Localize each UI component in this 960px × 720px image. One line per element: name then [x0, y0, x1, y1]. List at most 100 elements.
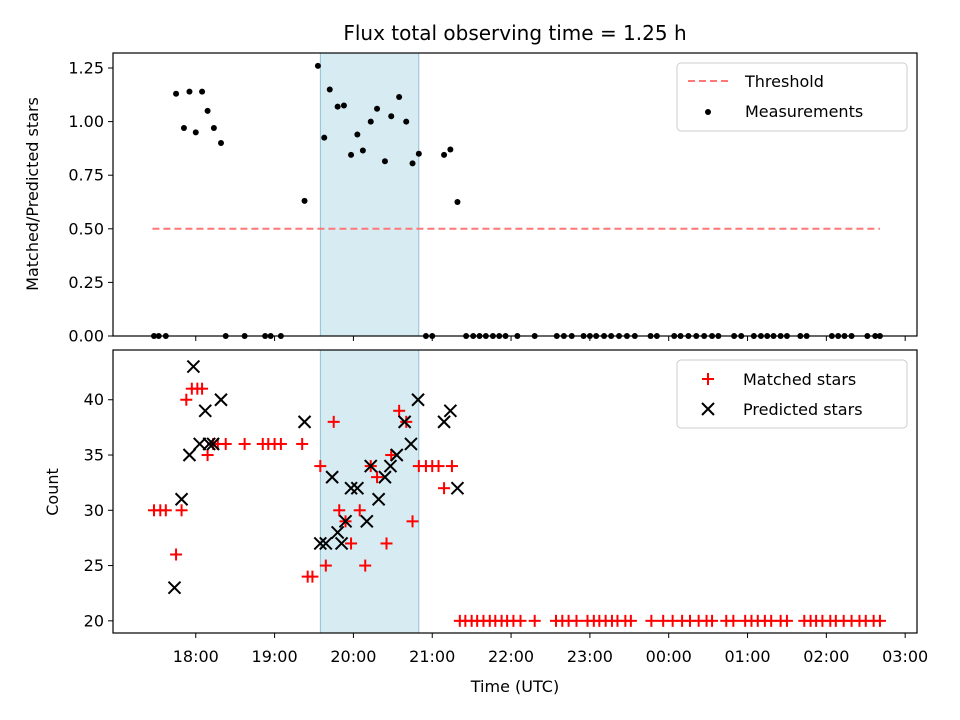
measurement-point: [321, 134, 328, 141]
measurement-point: [359, 147, 366, 154]
predicted-star-point: [338, 514, 353, 529]
matched-star-point: [380, 537, 393, 550]
bottom-ytick-label: 25: [84, 556, 104, 575]
matched-star-point: [319, 559, 332, 572]
measurement-point: [186, 88, 193, 95]
measurement-point: [454, 199, 461, 206]
predicted-star-point: [206, 437, 220, 451]
measurement-point: [217, 140, 224, 147]
predicted-star-point: [174, 492, 189, 506]
observing-span: [319, 349, 420, 634]
legend-predicted-label: Predicted stars: [743, 400, 863, 419]
predicted-star-point: [443, 404, 458, 418]
predicted-star-point: [214, 393, 228, 407]
measurement-point: [447, 146, 454, 153]
matched-star-point: [333, 504, 346, 517]
matched-star-point: [170, 548, 183, 561]
predicted-star-point: [202, 437, 216, 451]
measurement-point: [314, 62, 321, 69]
matched-star-point: [359, 559, 372, 572]
measurement-point: [192, 129, 199, 136]
measurement-point: [403, 118, 410, 125]
matched-star-point: [180, 393, 193, 406]
matched-star-point: [159, 504, 172, 517]
bottom-legend: Matched stars Predicted stars: [676, 359, 908, 429]
measurement-point: [340, 102, 347, 109]
measurement-point: [173, 90, 180, 97]
top-y-axis-label: Matched/Predicted stars: [23, 97, 42, 291]
bottom-xtick-label: 02:00: [803, 647, 849, 666]
predicted-star-point: [319, 536, 333, 551]
matched-star-point: [345, 537, 358, 550]
predicted-star-point: [344, 481, 358, 495]
top-axes-frame: [112, 52, 918, 337]
bottom-xtick-label: 20:00: [330, 647, 376, 666]
predicted-star-point: [167, 580, 182, 595]
bottom-panel: 20 25 30 35 40 18:00 19:00 20:00 21:00 22:00 23:0…: [43, 349, 928, 696]
bottom-ytick-label: 30: [84, 501, 104, 520]
predicted-star-point: [186, 359, 201, 374]
matched-star-point: [327, 415, 340, 428]
top-ytick-label: 0.50: [68, 219, 104, 238]
measurement-point: [354, 131, 361, 138]
predicted-star-point: [411, 393, 425, 407]
top-panel: Flux total observing time = 1.25 h 0.00 0…: [23, 21, 918, 346]
legend-threshold-label: Threshold: [744, 72, 824, 91]
matched-star-point: [274, 437, 287, 450]
measurement-point: [204, 107, 211, 114]
matched-star-point: [201, 449, 214, 462]
matched-star-point: [727, 614, 740, 627]
matched-star-point: [238, 437, 251, 450]
predicted-star-point: [397, 415, 412, 429]
predicted-star-point: [198, 404, 212, 418]
measurement-point: [199, 88, 206, 95]
top-ytick-label: 1.25: [68, 59, 104, 78]
matched-star-point: [570, 614, 583, 627]
matched-star-point: [219, 437, 232, 450]
bottom-xtick-label: 00:00: [646, 647, 692, 666]
bottom-xtick-label: 22:00: [488, 647, 534, 666]
matched-star-point: [406, 515, 419, 528]
bottom-axes-frame: [112, 349, 918, 634]
matched-star-point: [296, 437, 309, 450]
matched-star-point: [438, 482, 451, 495]
measurement-point: [367, 118, 374, 125]
matched-star-point: [432, 460, 445, 473]
predicted-star-point: [192, 437, 207, 451]
bottom-xtick-label: 18:00: [173, 647, 219, 666]
legend-matched-label: Matched stars: [743, 370, 856, 389]
legend-matched-swatch: [702, 373, 714, 385]
predicted-star-point: [330, 525, 345, 540]
measurement-point: [326, 86, 333, 93]
predicted-star-point: [450, 481, 465, 495]
matched-star-point: [385, 449, 398, 462]
predicted-star-point: [334, 536, 349, 551]
predicted-star-point: [350, 481, 365, 495]
measurement-point: [441, 151, 448, 158]
top-ytick-label: 0.00: [68, 327, 104, 346]
bottom-xtick-label: 21:00: [409, 647, 455, 666]
predicted-star-point: [360, 514, 374, 529]
measurement-point: [374, 105, 381, 112]
measurement-point: [334, 103, 341, 110]
legend-measurements-swatch: [705, 109, 711, 115]
bottom-ytick-label: 20: [84, 611, 104, 630]
bottom-xtick-label: 23:00: [567, 647, 613, 666]
matched-star-point: [528, 614, 541, 627]
matched-star-point: [353, 504, 366, 517]
predicted-star-point: [297, 415, 312, 429]
bottom-ytick-label: 35: [84, 446, 104, 465]
matched-star-point: [393, 404, 406, 417]
matched-star-point: [514, 614, 527, 627]
matched-star-point: [624, 614, 637, 627]
measurement-point: [396, 93, 403, 100]
predicted-star-point: [313, 536, 328, 551]
matched-star-point: [400, 415, 413, 428]
predicted-star-point: [182, 448, 197, 462]
predicted-star-point: [371, 492, 386, 506]
chart-title: Flux total observing time = 1.25 h: [343, 21, 686, 45]
predicted-star-point: [325, 470, 339, 484]
matched-star-point: [196, 382, 209, 395]
bottom-xtick-label: 01:00: [724, 647, 770, 666]
